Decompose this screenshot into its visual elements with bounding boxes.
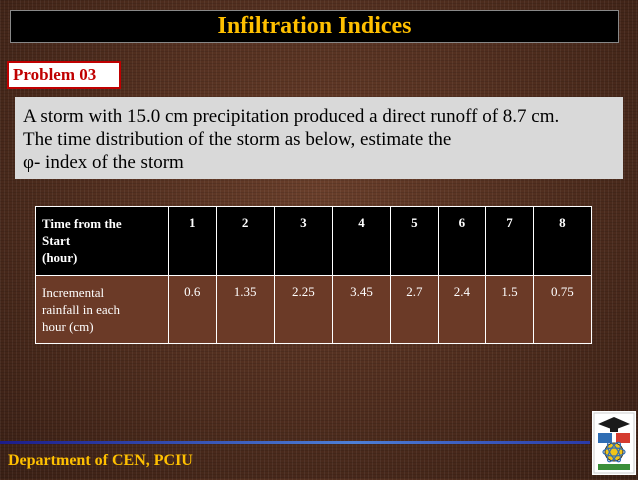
hour-cell: 6 (437, 206, 487, 276)
statement-line-3: φ- index of the storm (23, 152, 184, 173)
rainfall-cell: 0.75 (532, 275, 593, 344)
university-seal-icon (592, 411, 636, 475)
hour-cell: 8 (532, 206, 593, 276)
rainfall-cell: 1.35 (215, 275, 275, 344)
header-label-line: Time from the (42, 216, 122, 231)
problem-label-text: Problem 03 (13, 65, 97, 84)
statement-line-2: The time distribution of the storm as be… (23, 129, 452, 150)
seal-graphic (593, 412, 635, 474)
footer-department: Department of CEN, PCIU (8, 452, 193, 469)
row-label-line: Incremental (42, 285, 105, 300)
footer: Department of CEN, PCIU (8, 448, 193, 474)
header-label-line: Start (42, 233, 71, 248)
footer-divider (0, 441, 590, 444)
row-label-cell: Incremental rainfall in each hour (cm) (35, 275, 169, 344)
rainfall-cell: 3.45 (331, 275, 392, 344)
rainfall-cell: 2.7 (390, 275, 439, 344)
row-label-line: hour (cm) (42, 319, 94, 334)
rainfall-cell: 0.6 (168, 275, 217, 344)
hour-cell: 4 (331, 206, 392, 276)
rainfall-table: Time from the Start (hour) 1 2 3 4 5 6 7… (35, 206, 593, 344)
table-header-row: Time from the Start (hour) 1 2 3 4 5 6 7… (35, 206, 593, 276)
problem-label: Problem 03 (7, 61, 121, 89)
rainfall-cell: 1.5 (485, 275, 534, 344)
slide-title: Infiltration Indices (217, 13, 412, 39)
rainfall-cell: 2.4 (437, 275, 487, 344)
slide-title-bar: Infiltration Indices (10, 10, 619, 43)
hour-cell: 2 (215, 206, 275, 276)
header-label-line: (hour) (42, 250, 78, 265)
hour-cell: 5 (390, 206, 439, 276)
statement-line-1: A storm with 15.0 cm precipitation produ… (23, 106, 560, 127)
row-label-line: rainfall in each (42, 302, 120, 317)
hour-cell: 7 (485, 206, 534, 276)
rainfall-cell: 2.25 (273, 275, 333, 344)
hour-cell: 3 (273, 206, 333, 276)
problem-statement: A storm with 15.0 cm precipitation produ… (15, 97, 623, 179)
header-label-cell: Time from the Start (hour) (35, 206, 169, 276)
hour-cell: 1 (168, 206, 217, 276)
table-row: Incremental rainfall in each hour (cm) 0… (35, 275, 593, 344)
